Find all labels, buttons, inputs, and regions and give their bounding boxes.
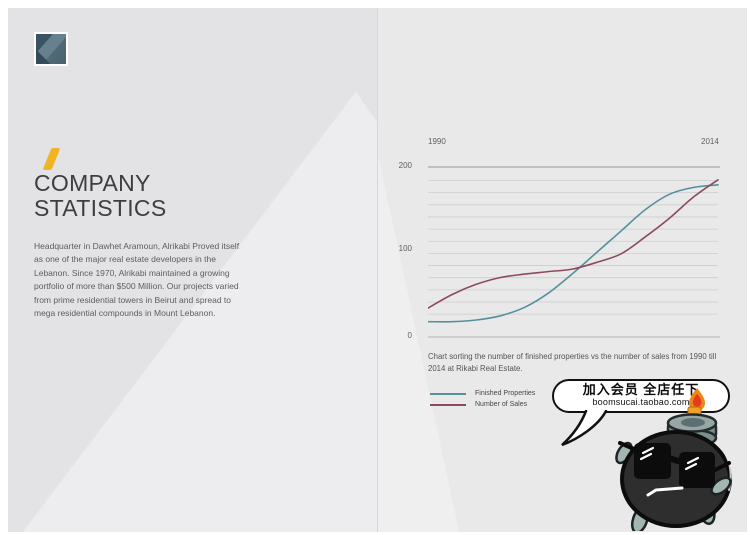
series-line-number-of-sales	[428, 179, 719, 309]
chart-caption: Chart sorting the number of finished pro…	[428, 352, 717, 373]
y-tick-0: 0	[407, 331, 412, 340]
page-title-line2: STATISTICS	[34, 195, 167, 221]
legend-line-swatch	[430, 392, 466, 395]
x-axis-start-label: 1990	[428, 137, 446, 146]
page-divider	[377, 8, 378, 532]
company-description: Headquarter in Dawhet Aramoun, Alrikabi …	[34, 241, 240, 319]
legend-label: Number of Sales	[475, 401, 528, 408]
company-logo-icon	[34, 32, 68, 66]
watermark-text: 加入会员 全店任下	[582, 382, 700, 397]
statistics-line-chart	[428, 166, 720, 338]
legend-item: Number of Sales	[430, 399, 535, 410]
chart-legend: Finished Properties Number of Sales	[430, 388, 535, 410]
bomb-mascot-icon	[615, 388, 732, 531]
watermark-url: boomsucai.taobao.com	[592, 397, 690, 407]
legend-label: Finished Properties	[475, 390, 536, 397]
left-page	[8, 8, 378, 532]
page-title-line1: COMPANY	[34, 170, 151, 196]
y-tick-100: 100	[398, 244, 412, 253]
legend-item: Finished Properties	[430, 388, 535, 399]
legend-line-swatch	[430, 403, 466, 406]
y-tick-200: 200	[398, 161, 412, 170]
page-title: COMPANY STATISTICS	[34, 171, 167, 221]
x-axis-end-label: 2014	[701, 137, 719, 146]
speech-bubble-tail	[561, 410, 608, 447]
series-line-finished-properties	[428, 184, 719, 323]
